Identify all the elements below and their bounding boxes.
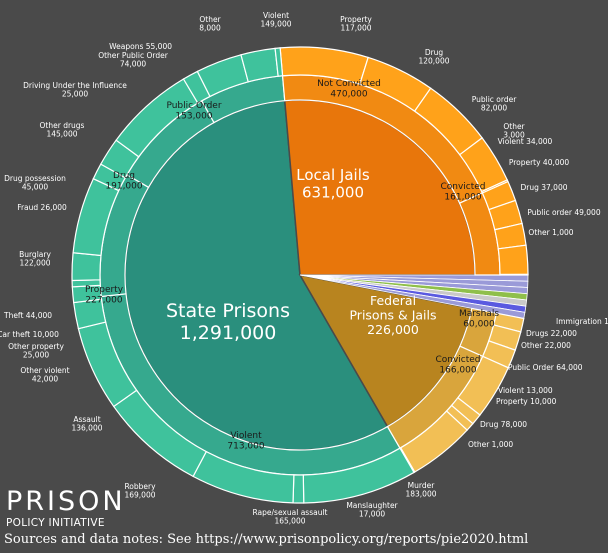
outer-state-prisons-manslaughter-1 xyxy=(292,474,305,504)
outer-label-20-public-order: Public order 82,000 xyxy=(472,95,517,113)
outer-label-22-violent: Violent 34,000 xyxy=(498,137,553,146)
logo-title: PRISON xyxy=(6,486,126,517)
outer-state-prisons-theft-8 xyxy=(71,252,102,282)
outer-local-jails-public-order-8 xyxy=(497,244,529,276)
outer-label-26-other: Other 1,000 xyxy=(528,228,573,237)
outer-label-24-drug: Drug 37,000 xyxy=(521,183,568,192)
outer-label-13-robbery: Robbery 169,000 xyxy=(124,482,156,500)
outer-state-prisons-weapons-15 xyxy=(240,47,279,83)
middle-label-state-prisons-public-order: Public Order 153,000 xyxy=(166,101,221,121)
outer-label-12-assault: Assault 136,000 xyxy=(71,415,102,433)
outer-label-5-drug-possession: Drug possession 45,000 xyxy=(4,174,66,192)
label-state-prisons: State Prisons 1,291,000 xyxy=(166,300,290,344)
middle-label-local-jails-not-convicted: Not Convicted 470,000 xyxy=(317,79,381,99)
outer-label-18-property: Property 117,000 xyxy=(340,15,372,33)
outer-label-16-murder: Murder 183,000 xyxy=(405,481,436,499)
outer-label-19-drug: Drug 120,000 xyxy=(418,48,449,66)
outer-label-17-violent: Violent 149,000 xyxy=(260,11,291,29)
outer-label-6-fraud: Fraud 26,000 xyxy=(17,203,67,212)
outer-label-0-other: Other 8,000 xyxy=(199,15,221,33)
outer-label-8-theft: Theft 44,000 xyxy=(3,311,52,320)
outer-label-30-public-order: Public Order 64,000 xyxy=(508,363,583,372)
outer-local-jails-other-9 xyxy=(499,273,529,276)
outer-label-1-weapons: Weapons 55,000 xyxy=(109,42,172,51)
logo: PRISON POLICY INITIATIVE xyxy=(6,486,126,530)
outer-label-29-other: Other 22,000 xyxy=(521,341,571,350)
middle-label-state-prisons-property: Property 227,000 xyxy=(85,285,124,305)
outer-label-34-other: Other 1,000 xyxy=(468,440,513,449)
label-federal-prisons-jails: Federal Prisons & Jails 226,000 xyxy=(349,293,436,337)
outer-label-11-other-violent: Other violent 42,000 xyxy=(20,366,69,384)
outer-label-32-property: Property 10,000 xyxy=(496,397,557,406)
sources-note: Sources and data notes: See https://www.… xyxy=(4,532,529,547)
outer-label-14-rape-sexual-assault: Rape/sexual assault 165,000 xyxy=(253,508,328,526)
outer-label-7-burglary: Burglary 122,000 xyxy=(19,250,51,268)
middle-label-federal-prisons-jails-convicted: Convicted 166,000 xyxy=(435,355,480,375)
outer-label-27-immigration: Immigration 16,000 xyxy=(556,317,608,326)
middle-label-federal-prisons-jails-marshals: Marshals 60,000 xyxy=(459,309,499,329)
outer-label-3-driving-under-the-influence: Driving Under the Influence 25,000 xyxy=(23,81,127,99)
logo-subtitle: POLICY INITIATIVE xyxy=(6,517,105,529)
outer-label-31-violent: Violent 13,000 xyxy=(498,386,553,395)
outer-state-prisons-other-16 xyxy=(274,47,284,77)
outer-label-9-car-theft: Car theft 10,000 xyxy=(0,330,59,339)
middle-label-state-prisons-violent: Violent 713,000 xyxy=(227,431,264,451)
middle-label-local-jails-convicted: Convicted 161,000 xyxy=(440,182,485,202)
outer-label-23-property: Property 40,000 xyxy=(509,158,570,167)
outer-label-4-other-drugs: Other drugs 145,000 xyxy=(40,121,85,139)
outer-label-21-other: Other 3,000 xyxy=(503,122,525,140)
outer-label-2-other-public-order: Other Public Order 74,000 xyxy=(98,51,168,69)
outer-label-33-drug: Drug 78,000 xyxy=(480,420,527,429)
label-local-jails: Local Jails 631,000 xyxy=(296,166,370,201)
outer-label-28-drugs: Drugs 22,000 xyxy=(526,329,577,338)
outer-label-10-other-property: Other property 25,000 xyxy=(8,342,64,360)
outer-label-15-manslaughter: Manslaughter 17,000 xyxy=(346,501,398,519)
middle-label-state-prisons-drug: Drug 191,000 xyxy=(105,171,142,191)
outer-label-25-public-order: Public order 49,000 xyxy=(527,208,600,217)
